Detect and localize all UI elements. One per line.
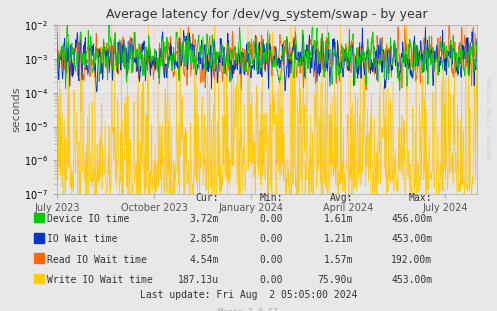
Text: 456.00m: 456.00m: [391, 214, 432, 224]
Text: 0.00: 0.00: [260, 255, 283, 265]
Text: 2.85m: 2.85m: [189, 234, 219, 244]
Text: 1.61m: 1.61m: [324, 214, 353, 224]
Text: 1.57m: 1.57m: [324, 255, 353, 265]
Text: Min:: Min:: [260, 193, 283, 202]
Text: 0.00: 0.00: [260, 234, 283, 244]
Text: Last update: Fri Aug  2 05:05:00 2024: Last update: Fri Aug 2 05:05:00 2024: [140, 290, 357, 300]
Text: 187.13u: 187.13u: [177, 275, 219, 285]
Text: Cur:: Cur:: [195, 193, 219, 202]
Text: 75.90u: 75.90u: [318, 275, 353, 285]
Title: Average latency for /dev/vg_system/swap - by year: Average latency for /dev/vg_system/swap …: [106, 8, 428, 21]
Text: Device IO time: Device IO time: [47, 214, 129, 224]
Text: Write IO Wait time: Write IO Wait time: [47, 275, 153, 285]
Text: 0.00: 0.00: [260, 214, 283, 224]
Text: Max:: Max:: [409, 193, 432, 202]
Text: 453.00m: 453.00m: [391, 275, 432, 285]
Y-axis label: seconds: seconds: [11, 87, 21, 132]
Text: 192.00m: 192.00m: [391, 255, 432, 265]
Text: 3.72m: 3.72m: [189, 214, 219, 224]
Text: 1.21m: 1.21m: [324, 234, 353, 244]
Text: RRDTOOL / TOBI OETIKER: RRDTOOL / TOBI OETIKER: [487, 77, 492, 160]
Text: IO Wait time: IO Wait time: [47, 234, 118, 244]
Text: Avg:: Avg:: [330, 193, 353, 202]
Text: Munin 2.0.67: Munin 2.0.67: [219, 308, 278, 311]
Text: Read IO Wait time: Read IO Wait time: [47, 255, 147, 265]
Text: 453.00m: 453.00m: [391, 234, 432, 244]
Text: 4.54m: 4.54m: [189, 255, 219, 265]
Text: 0.00: 0.00: [260, 275, 283, 285]
